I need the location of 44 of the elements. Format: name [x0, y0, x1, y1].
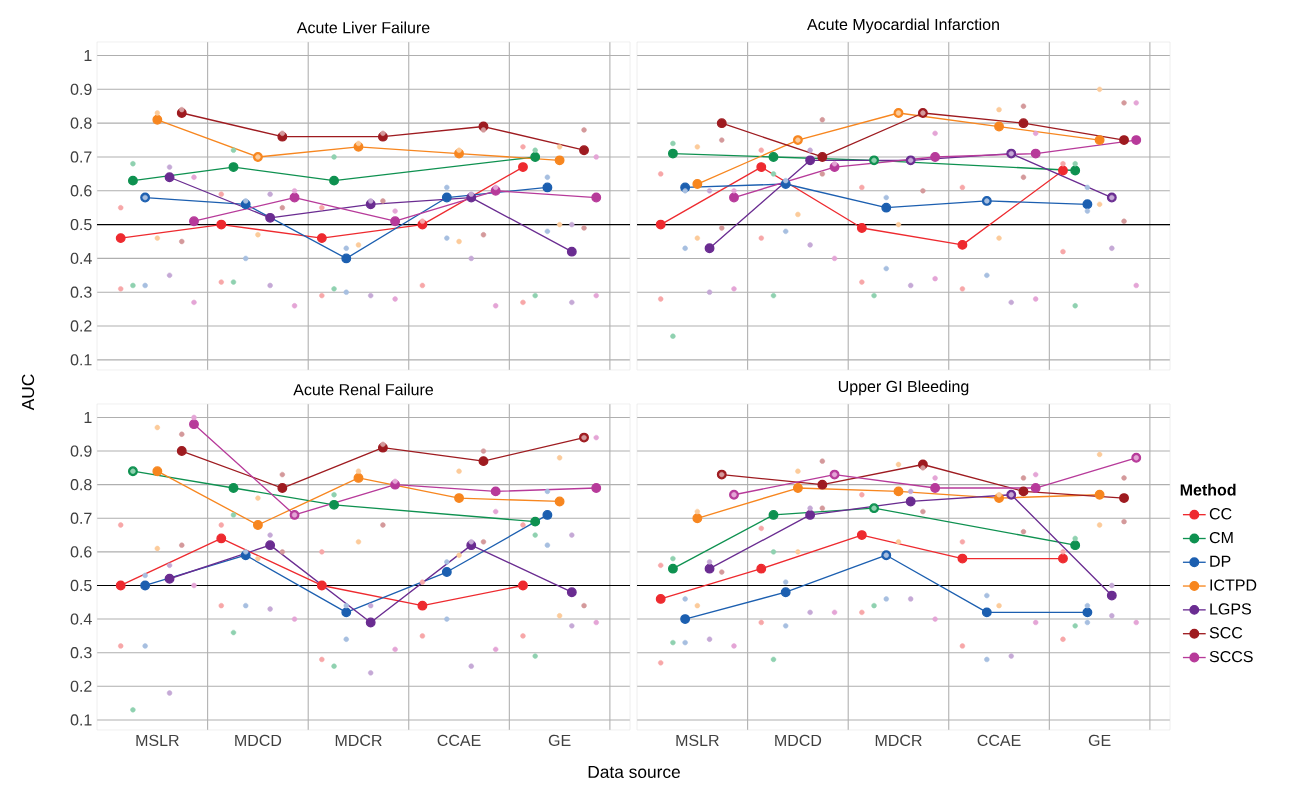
y-tick-label: 0.9 — [70, 445, 92, 457]
y-tick-label: 0.3 — [70, 286, 92, 298]
chart-title: Acute Liver Failure — [296, 21, 430, 34]
x-tick-label: GE — [548, 734, 571, 747]
y-tick-label: 0.2 — [70, 680, 92, 692]
y-tick-label: 0.5 — [70, 218, 92, 231]
legend-label: DP — [1210, 555, 1231, 567]
x-tick-label: MDCD — [235, 734, 282, 747]
legend-label: SCCS — [1209, 650, 1253, 663]
y-tick-label: 0.2 — [70, 320, 92, 332]
y-tick-label: 1 — [84, 50, 92, 62]
x-axis-title: Data source — [588, 765, 680, 779]
x-tick-label: MDCR — [875, 734, 922, 747]
x-tick-label: GE — [1088, 734, 1111, 747]
legend-label: CC — [1209, 508, 1232, 520]
y-tick-label: 1 — [84, 411, 92, 423]
y-tick-label: 0.1 — [70, 354, 92, 366]
y-tick-label: 0.8 — [70, 479, 92, 491]
x-tick-label: CCAE — [977, 734, 1021, 747]
chart-title: Acute Renal Failure — [293, 383, 434, 396]
y-tick-label: 0.5 — [70, 579, 92, 592]
legend-label: ICTPD — [1210, 579, 1257, 591]
chart-title: Upper GI Bleeding — [838, 380, 969, 396]
y-tick-label: 0.6 — [70, 546, 92, 558]
x-tick-label: MDCD — [775, 734, 822, 747]
y-tick-label: 0.6 — [70, 185, 92, 197]
y-tick-label: 0.4 — [70, 252, 92, 265]
y-axis-title: AUC — [21, 374, 35, 411]
legend-label: SCC — [1209, 627, 1243, 639]
x-tick-label: MSLR — [136, 734, 179, 747]
x-tick-label: MSLR — [676, 734, 719, 747]
y-tick-label: 0.1 — [70, 714, 92, 726]
y-tick-label: 0.9 — [70, 83, 92, 95]
chart-title: Acute Myocardial Infarction — [807, 18, 999, 34]
y-tick-label: 0.7 — [70, 512, 92, 524]
x-tick-label: CCAE — [437, 734, 481, 747]
legend-label: LGPS — [1210, 603, 1251, 615]
x-tick-label: MDCR — [335, 734, 382, 747]
y-tick-label: 0.8 — [70, 117, 92, 129]
legend-label: CM — [1209, 531, 1233, 544]
legend-title: Method — [1180, 483, 1236, 496]
y-tick-label: 0.3 — [70, 647, 92, 659]
y-tick-label: 0.7 — [70, 151, 92, 163]
y-tick-label: 0.4 — [70, 613, 92, 625]
